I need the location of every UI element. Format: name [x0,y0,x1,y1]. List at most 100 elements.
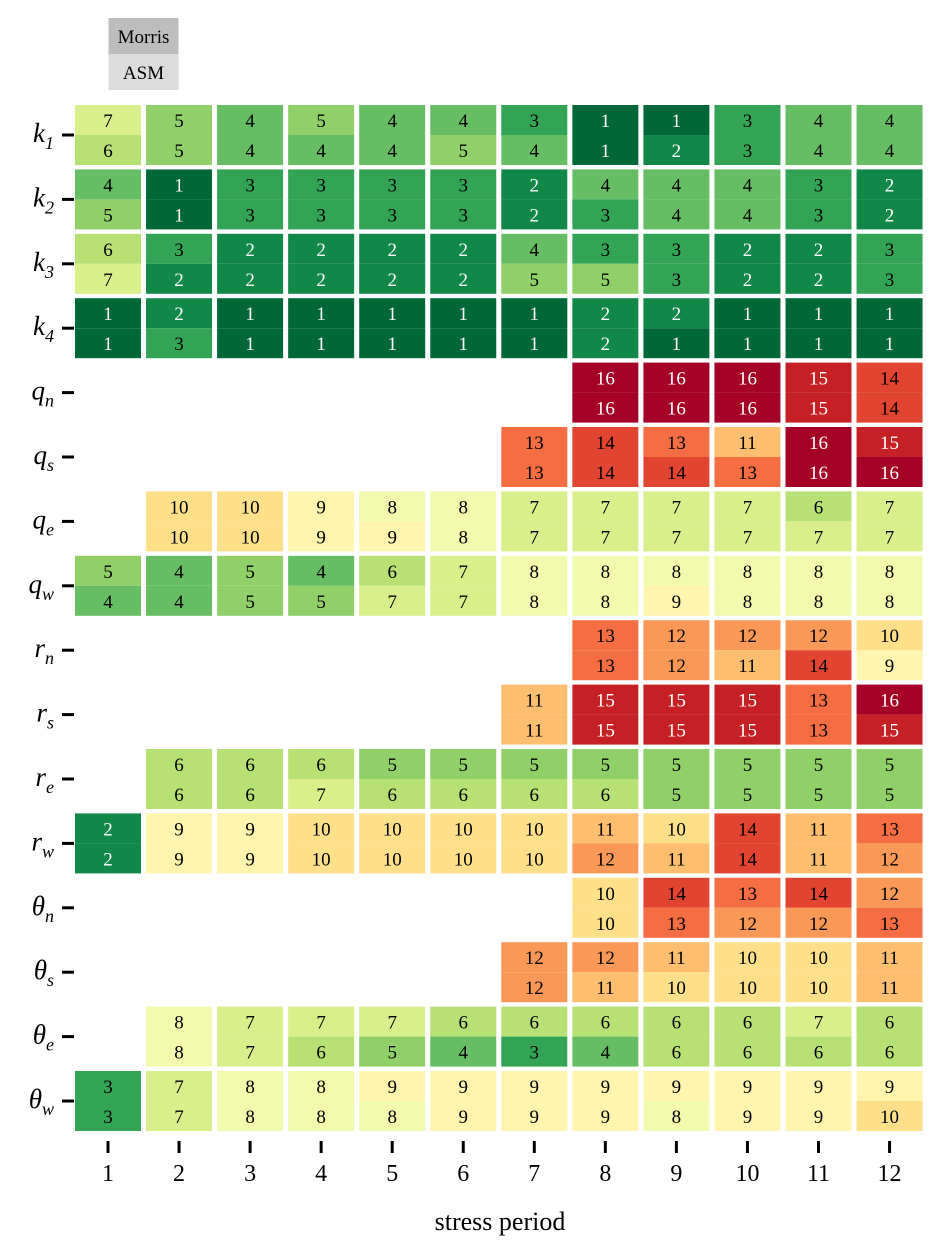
cell-label-asm-r16-c4: 8 [316,1107,326,1128]
cell-label-asm-r1-c5: 4 [387,141,397,162]
y-tick-label-6: qs [33,440,54,475]
cell-asm-r4-c6 [430,328,497,359]
cell-morris-r11-c11 [785,749,852,779]
cell-label-asm-r16-c8: 9 [601,1107,611,1128]
cell-label-morris-r15-c7: 6 [530,1013,540,1034]
cell-morris-r16-c2 [146,1071,213,1101]
cell-label-morris-r15-c5: 7 [387,1013,397,1034]
cell-morris-r7-c9 [643,491,710,522]
cell-label-morris-r3-c2: 3 [174,240,184,261]
cell-label-morris-r7-c6: 8 [459,497,469,518]
cell-morris-r2-c1 [75,169,141,200]
cell-label-morris-r5-c10: 16 [738,369,757,390]
cell-asm-r10-c11 [785,714,852,745]
cell-morris-r6-c8 [572,427,639,457]
cell-label-asm-r16-c6: 9 [459,1107,469,1128]
cell-label-asm-r13-c10: 12 [738,914,757,935]
cell-label-asm-r16-c2: 7 [174,1107,184,1128]
cell-asm-r15-c8 [572,1036,639,1067]
cell-label-asm-r8-c4: 5 [316,592,326,613]
cell-asm-r3-c10 [714,263,781,294]
cell-asm-r15-c4 [288,1036,355,1067]
cell-asm-r3-c2 [146,263,213,294]
cell-morris-r12-c5 [359,813,426,844]
cell-label-asm-r12-c11: 11 [809,849,827,870]
cell-label-morris-r2-c11: 3 [814,175,824,196]
cell-label-asm-r15-c5: 5 [387,1043,397,1064]
cell-label-morris-r7-c10: 7 [743,497,753,518]
x-tick-label-7: 7 [528,1161,540,1187]
y-tick-label-14: θs [34,955,54,990]
cell-label-asm-r8-c11: 8 [814,592,824,613]
cell-label-asm-r1-c12: 4 [885,141,895,162]
cell-asm-r1-c8 [572,135,639,165]
cell-morris-r7-c4 [288,491,355,522]
cell-morris-r15-c3 [217,1006,284,1037]
cell-label-morris-r1-c11: 4 [814,111,824,132]
cell-asm-r11-c5 [359,779,426,809]
cell-asm-r4-c12 [856,328,923,359]
cell-asm-r16-c2 [146,1101,213,1131]
cell-asm-r6-c9 [643,457,710,487]
cell-label-asm-r15-c8: 4 [601,1043,611,1064]
cell-label-asm-r11-c7: 6 [530,785,540,806]
cell-morris-r12-c3 [217,813,284,844]
cell-label-morris-r11-c8: 5 [601,755,611,776]
cell-label-asm-r2-c7: 2 [530,205,540,226]
legend: Morris ASM [108,18,179,90]
cell-asm-r8-c1 [75,585,141,616]
cell-label-morris-r15-c6: 6 [459,1013,469,1034]
cell-morris-r7-c2 [146,491,213,522]
cell-asm-r1-c1 [75,135,141,165]
cell-morris-r1-c9 [643,105,710,135]
cell-asm-r2-c11 [785,199,852,230]
cell-label-morris-r13-c9: 14 [667,884,687,905]
cell-label-asm-r8-c5: 7 [387,592,397,613]
cell-morris-r16-c6 [430,1071,497,1101]
cell-label-morris-r12-c12: 13 [880,819,899,840]
cell-label-asm-r12-c5: 10 [383,849,402,870]
cell-label-morris-r9-c12: 10 [880,626,899,647]
cell-morris-r8-c4 [288,555,355,586]
cell-label-asm-r10-c11: 13 [809,721,828,742]
cell-morris-r13-c9 [643,877,710,908]
cell-label-morris-r3-c12: 3 [885,240,895,261]
cell-asm-r12-c9 [643,843,710,874]
cell-label-asm-r3-c5: 2 [387,270,397,291]
cell-label-morris-r12-c1: 2 [103,819,113,840]
cell-label-asm-r6-c10: 13 [738,463,757,484]
cell-label-morris-r8-c12: 8 [885,562,895,583]
cell-label-morris-r8-c4: 4 [316,562,326,583]
cell-label-morris-r4-c12: 1 [885,304,895,325]
cell-label-morris-r3-c8: 3 [601,240,611,261]
cell-morris-r5-c8 [572,362,639,393]
cell-label-asm-r11-c3: 6 [245,785,255,806]
cell-label-morris-r10-c10: 15 [738,691,757,712]
legend-label-asm: ASM [123,63,164,84]
legend-label-morris: Morris [118,27,170,48]
cell-asm-r3-c7 [501,263,568,294]
cell-morris-r8-c1 [75,555,141,586]
cell-morris-r3-c2 [146,233,213,264]
cell-label-morris-r13-c11: 14 [809,884,829,905]
cell-label-asm-r7-c6: 8 [459,527,469,548]
cell-morris-r12-c2 [146,813,213,844]
cell-asm-r1-c4 [288,135,355,165]
cell-label-morris-r5-c8: 16 [596,369,615,390]
cell-label-asm-r1-c9: 2 [672,141,682,162]
cell-morris-r16-c1 [75,1071,141,1101]
cell-morris-r8-c8 [572,555,639,586]
cell-asm-r16-c9 [643,1101,710,1131]
cell-label-asm-r4-c2: 3 [174,334,184,355]
cell-label-asm-r1-c10: 3 [743,141,753,162]
cell-morris-r16-c4 [288,1071,355,1101]
cell-label-asm-r12-c7: 10 [525,849,544,870]
cell-morris-r12-c12 [856,813,923,844]
cell-label-morris-r2-c5: 3 [387,175,397,196]
cell-label-asm-r1-c7: 4 [530,141,540,162]
cell-label-asm-r12-c10: 14 [738,849,758,870]
cell-morris-r7-c5 [359,491,426,522]
cell-label-morris-r8-c11: 8 [814,562,824,583]
cell-morris-r16-c12 [856,1071,923,1101]
cell-label-asm-r11-c2: 6 [174,785,184,806]
